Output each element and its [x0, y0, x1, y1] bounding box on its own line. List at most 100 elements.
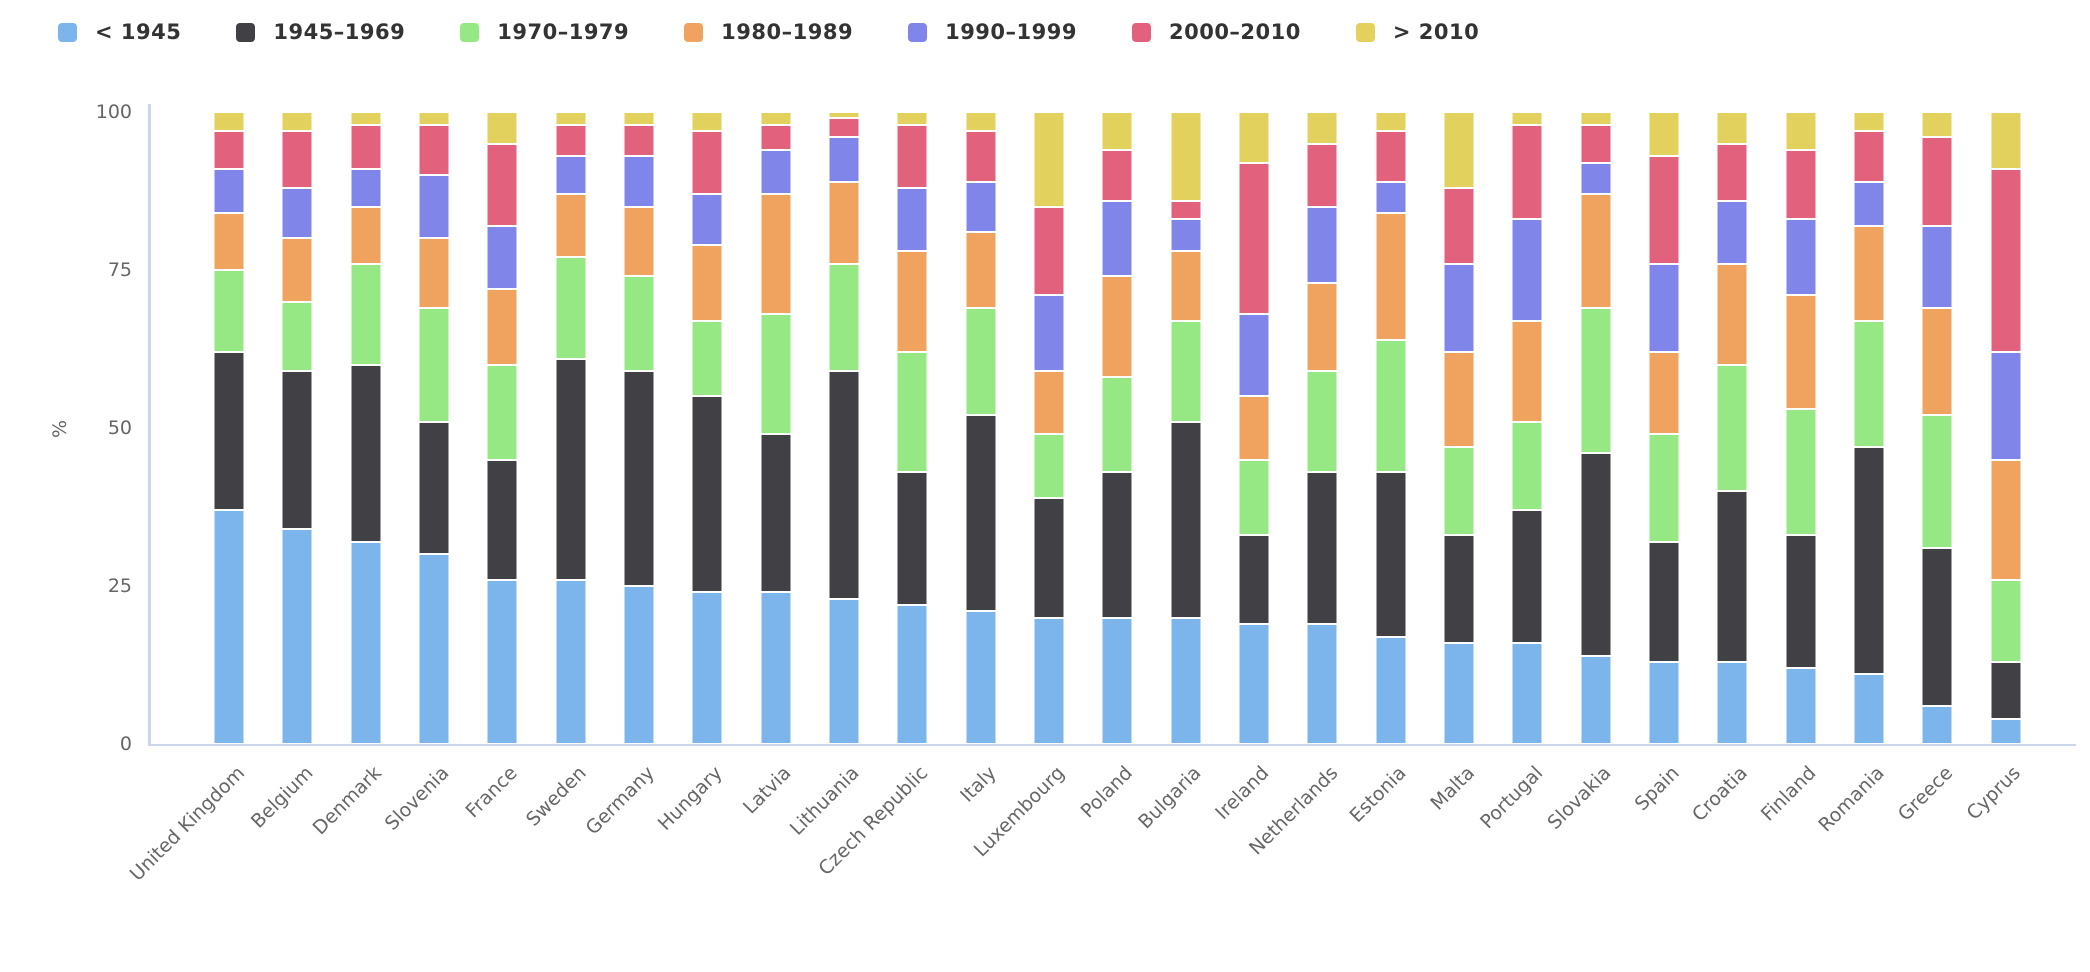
- bar-segment-latvia-2000-2010[interactable]: [760, 124, 792, 150]
- bar-segment-lithuania-1970-1979[interactable]: [828, 263, 860, 372]
- bar-segment-spain-1970-1979[interactable]: [1648, 434, 1680, 542]
- bar-segment-luxembourg-1970-1979[interactable]: [1033, 434, 1065, 498]
- bar-segment-poland-2000-2010[interactable]: [1101, 149, 1133, 201]
- bar-segment-france-1990-1999[interactable]: [486, 225, 518, 289]
- bar-segment-france-1980-1989[interactable]: [486, 288, 518, 365]
- bar-segment-denmark-2000-2010[interactable]: [350, 124, 382, 169]
- bar-segment-malta-2000-2010[interactable]: [1443, 187, 1475, 264]
- bar-segment-netherlands-1990-1999[interactable]: [1306, 206, 1338, 283]
- bar-segment-slovenia-1970-1979[interactable]: [418, 307, 450, 422]
- bar-segment-slovakia-1980-1989[interactable]: [1580, 194, 1612, 308]
- bar-segment-bulgaria-1970-1979[interactable]: [1170, 320, 1202, 422]
- bar-segment-united-kingdom-1980-1989[interactable]: [213, 213, 245, 271]
- bar-segment-croatia-1945-1969[interactable]: [1716, 491, 1748, 662]
- bar-segment-poland-1970-1979[interactable]: [1101, 377, 1133, 473]
- bar-segment-hungary-2000-2010[interactable]: [691, 131, 723, 195]
- bar-segment-netherlands-1945[interactable]: [1306, 623, 1338, 744]
- bar-segment-france-1945[interactable]: [486, 579, 518, 744]
- bar-segment-ireland-1945[interactable]: [1238, 623, 1270, 744]
- bar-segment-belgium-1980-1989[interactable]: [281, 238, 313, 302]
- bar-segment-latvia-1945[interactable]: [760, 592, 792, 744]
- bar-segment-bulgaria-1945-1969[interactable]: [1170, 421, 1202, 618]
- bar-segment-croatia-1945[interactable]: [1716, 661, 1748, 744]
- bar-segment-croatia-2010[interactable]: [1716, 112, 1748, 144]
- bar-segment-czech-republic-1980-1989[interactable]: [896, 251, 928, 353]
- bar-segment-slovenia-1945-1969[interactable]: [418, 421, 450, 555]
- bar-segment-sweden-2010[interactable]: [555, 112, 587, 125]
- bar-segment-portugal-2010[interactable]: [1511, 112, 1543, 125]
- bar-segment-poland-1945-1969[interactable]: [1101, 472, 1133, 618]
- bar-segment-france-2010[interactable]: [486, 112, 518, 144]
- bar-segment-france-1945-1969[interactable]: [486, 459, 518, 580]
- bar-segment-hungary-2010[interactable]: [691, 112, 723, 132]
- bar-segment-france-1970-1979[interactable]: [486, 364, 518, 460]
- bar-segment-latvia-1970-1979[interactable]: [760, 314, 792, 435]
- bar-segment-greece-2010[interactable]: [1921, 112, 1953, 138]
- bar-segment-spain-2010[interactable]: [1648, 112, 1680, 157]
- bar-segment-romania-1980-1989[interactable]: [1853, 225, 1885, 321]
- bar-segment-germany-1970-1979[interactable]: [623, 276, 655, 372]
- bar-segment-italy-1945-1969[interactable]: [965, 415, 997, 612]
- bar-segment-estonia-1945-1969[interactable]: [1375, 472, 1407, 637]
- bar-segment-denmark-1990-1999[interactable]: [350, 168, 382, 207]
- bar-segment-czech-republic-1945[interactable]: [896, 604, 928, 744]
- bar-segment-germany-1990-1999[interactable]: [623, 156, 655, 207]
- bar-segment-estonia-1980-1989[interactable]: [1375, 213, 1407, 340]
- bar-segment-cyprus-1990-1999[interactable]: [1990, 352, 2022, 460]
- bar-segment-hungary-1945-1969[interactable]: [691, 396, 723, 593]
- bar-segment-spain-1980-1989[interactable]: [1648, 352, 1680, 435]
- bar-segment-romania-1990-1999[interactable]: [1853, 181, 1885, 226]
- bar-segment-luxembourg-2000-2010[interactable]: [1033, 206, 1065, 296]
- bar-segment-estonia-2010[interactable]: [1375, 112, 1407, 131]
- bar-segment-united-kingdom-2000-2010[interactable]: [213, 131, 245, 169]
- bar-segment-slovenia-2010[interactable]: [418, 112, 450, 125]
- bar-segment-czech-republic-2010[interactable]: [896, 112, 928, 125]
- bar-segment-czech-republic-1970-1979[interactable]: [896, 352, 928, 473]
- bar-segment-sweden-1990-1999[interactable]: [555, 156, 587, 195]
- bar-segment-netherlands-1980-1989[interactable]: [1306, 282, 1338, 372]
- bar-segment-germany-1980-1989[interactable]: [623, 206, 655, 277]
- bar-segment-denmark-1945-1969[interactable]: [350, 364, 382, 542]
- bar-segment-romania-2010[interactable]: [1853, 112, 1885, 131]
- bar-segment-bulgaria-2000-2010[interactable]: [1170, 200, 1202, 220]
- bar-segment-malta-1945-1969[interactable]: [1443, 535, 1475, 643]
- legend-item-1980-1989[interactable]: 1980–1989: [684, 20, 853, 44]
- bar-segment-netherlands-2000-2010[interactable]: [1306, 143, 1338, 207]
- bar-segment-romania-1945[interactable]: [1853, 674, 1885, 744]
- legend-item-1970-1979[interactable]: 1970–1979: [460, 20, 629, 44]
- bar-segment-ireland-2010[interactable]: [1238, 112, 1270, 163]
- bar-segment-cyprus-1980-1989[interactable]: [1990, 459, 2022, 580]
- bar-segment-bulgaria-2010[interactable]: [1170, 112, 1202, 201]
- bar-segment-greece-1945[interactable]: [1921, 706, 1953, 744]
- bar-segment-finland-1980-1989[interactable]: [1785, 295, 1817, 410]
- bar-segment-slovakia-1945[interactable]: [1580, 655, 1612, 744]
- bar-segment-estonia-1990-1999[interactable]: [1375, 181, 1407, 214]
- bar-segment-malta-1945[interactable]: [1443, 642, 1475, 744]
- bar-segment-romania-2000-2010[interactable]: [1853, 131, 1885, 182]
- bar-segment-luxembourg-1945-1969[interactable]: [1033, 497, 1065, 618]
- bar-segment-denmark-1980-1989[interactable]: [350, 206, 382, 264]
- bar-segment-malta-2010[interactable]: [1443, 112, 1475, 188]
- bar-segment-finland-1970-1979[interactable]: [1785, 409, 1817, 536]
- bar-segment-ireland-2000-2010[interactable]: [1238, 162, 1270, 315]
- bar-segment-hungary-1945[interactable]: [691, 592, 723, 744]
- bar-segment-portugal-1945-1969[interactable]: [1511, 510, 1543, 643]
- bar-segment-latvia-1945-1969[interactable]: [760, 434, 792, 593]
- bar-segment-belgium-2010[interactable]: [281, 112, 313, 131]
- bar-segment-luxembourg-1945[interactable]: [1033, 617, 1065, 744]
- bar-segment-lithuania-1945[interactable]: [828, 598, 860, 744]
- bar-segment-greece-1980-1989[interactable]: [1921, 307, 1953, 416]
- legend-item-2010[interactable]: > 2010: [1355, 20, 1479, 44]
- legend-item-1945[interactable]: < 1945: [58, 20, 181, 44]
- bar-segment-united-kingdom-1990-1999[interactable]: [213, 168, 245, 214]
- bar-segment-sweden-1945[interactable]: [555, 579, 587, 744]
- bar-segment-bulgaria-1990-1999[interactable]: [1170, 219, 1202, 252]
- bar-segment-belgium-1990-1999[interactable]: [281, 187, 313, 239]
- bar-segment-cyprus-2010[interactable]: [1990, 112, 2022, 169]
- bar-segment-poland-2010[interactable]: [1101, 112, 1133, 150]
- bar-segment-finland-1945-1969[interactable]: [1785, 535, 1817, 669]
- bar-segment-ireland-1945-1969[interactable]: [1238, 535, 1270, 624]
- bar-segment-cyprus-2000-2010[interactable]: [1990, 168, 2022, 353]
- bar-segment-italy-2000-2010[interactable]: [965, 131, 997, 182]
- bar-segment-croatia-1980-1989[interactable]: [1716, 263, 1748, 365]
